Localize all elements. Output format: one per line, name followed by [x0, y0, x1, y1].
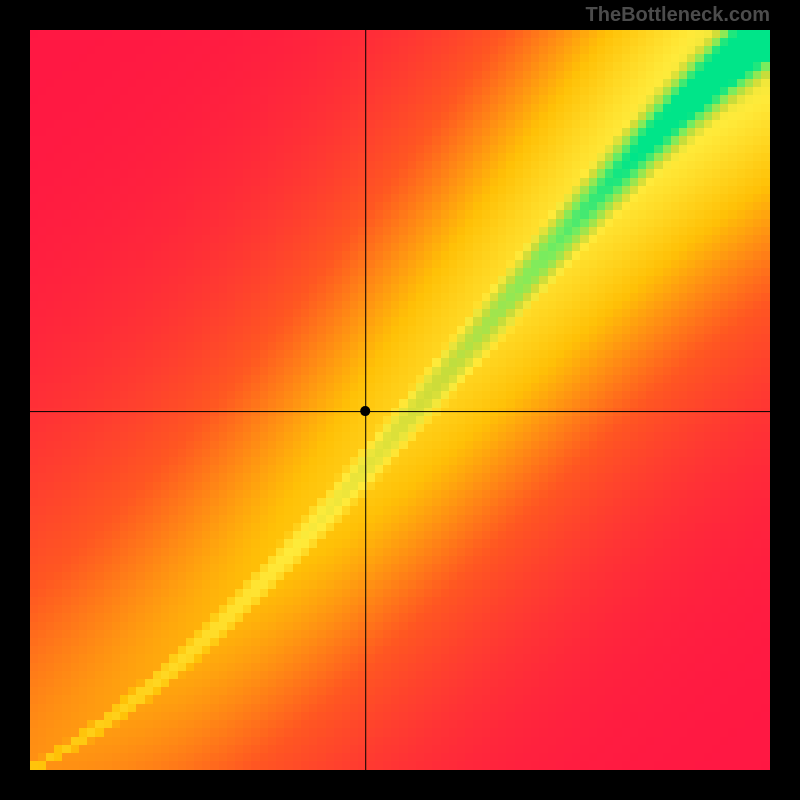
chart-container: TheBottleneck.com	[0, 0, 800, 800]
attribution-text: TheBottleneck.com	[586, 4, 770, 27]
bottleneck-heatmap	[30, 30, 770, 770]
